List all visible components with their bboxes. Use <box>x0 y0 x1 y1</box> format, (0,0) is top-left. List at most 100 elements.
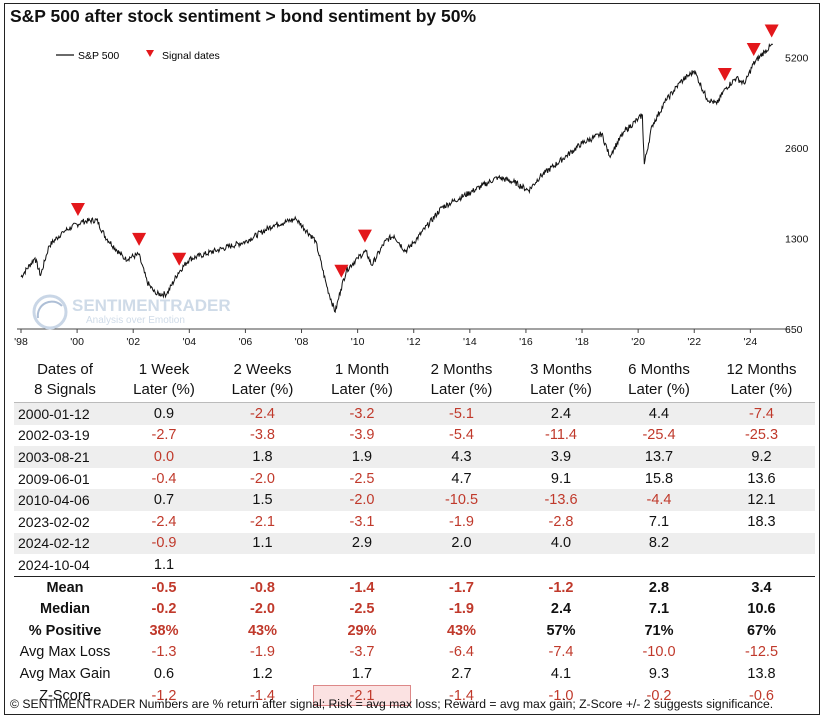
stat-cell: -1.4 <box>449 687 474 704</box>
stat-cell: 67% <box>746 622 777 639</box>
stats-row: % Positive 38% 43% 29% 43% 57% 71% 67% <box>14 620 815 642</box>
stat-cell: -3.7 <box>349 644 375 661</box>
column-header: 1 Week Later (%) <box>116 358 212 403</box>
signal-marker <box>334 264 349 278</box>
x-tick-label: '08 <box>295 336 309 348</box>
stat-cell: -7.4 <box>548 644 574 661</box>
stat-cell: -0.8 <box>212 575 313 599</box>
legend-signal-label: Signal dates <box>162 50 220 62</box>
signal-marker <box>132 232 147 246</box>
table-row: 2024-02-12 -0.9 1.1 2.9 2.0 4.0 8.2 <box>14 532 815 555</box>
column-header: 12 Months Later (%) <box>708 358 815 403</box>
x-tick-label: '16 <box>519 336 533 348</box>
stat-cell: -0.5 <box>116 575 212 599</box>
stat-cell: 2.8 <box>610 575 708 599</box>
stats-row: Z-Score -1.2 -1.4 -2.1 -1.4 -1.0 -0.2 -0.6 <box>14 684 815 707</box>
return-cell: 1.5 <box>212 489 313 511</box>
table-row: 2000-01-12 0.9 -2.4 -3.2 -5.1 2.4 4.4 -7.4 <box>14 402 815 425</box>
table-row: 2010-04-06 0.7 1.5 -2.0 -10.5 -13.6 -4.4 12.1 <box>14 489 815 511</box>
return-cell: 3.9 <box>512 446 610 468</box>
stat-cell: 43% <box>446 622 477 639</box>
return-cell: 2.4 <box>512 402 610 425</box>
stat-label: Z-Score <box>39 687 91 704</box>
x-tick-label: '22 <box>687 336 701 348</box>
stat-cell: 0.6 <box>153 665 175 682</box>
return-cell: 0.9 <box>116 402 212 425</box>
stats-row: Median -0.2 -2.0 -2.5 -1.9 2.4 7.1 10.6 <box>14 598 815 620</box>
signal-date: 2009-06-01 <box>18 470 90 487</box>
stat-cell: -2.0 <box>250 601 275 618</box>
stat-label: Avg Max Gain <box>19 665 111 682</box>
return-cell <box>411 554 512 576</box>
stat-cell: -2.1 <box>313 684 411 707</box>
signal-marker <box>70 202 85 216</box>
signal-marker <box>764 24 779 38</box>
stat-label: % Positive <box>28 622 102 639</box>
return-cell: 1.1 <box>153 556 175 573</box>
stat-cell: 7.1 <box>648 601 670 618</box>
return-cell: -11.4 <box>545 427 577 444</box>
return-cell: -2.0 <box>313 489 411 511</box>
stat-label: Median <box>40 601 90 618</box>
return-cell: -3.2 <box>313 402 411 425</box>
stat-cell: -6.4 <box>449 644 474 661</box>
return-cell <box>708 532 815 555</box>
signal-marker <box>746 43 761 57</box>
return-cell: -13.6 <box>512 489 610 511</box>
signal-marker <box>357 229 372 243</box>
stat-cell: -12.5 <box>744 644 779 661</box>
column-header: 3 Months Later (%) <box>512 358 610 403</box>
signal-marker <box>717 68 732 82</box>
stat-cell: 29% <box>347 622 377 639</box>
stat-label: Mean <box>14 575 116 599</box>
stat-cell: -1.4 <box>313 575 411 599</box>
column-header: 2 Months Later (%) <box>411 358 512 403</box>
price-chart: 650 1300 2600 5200 '98 '00 '02 '04 '06 '08 '10 '12… <box>14 24 809 348</box>
stat-cell: 43% <box>247 622 278 639</box>
stat-cell: -10.0 <box>642 644 676 661</box>
return-cell: 2.0 <box>411 532 512 555</box>
stats-row: Avg Max Gain 0.6 1.2 1.7 2.7 4.1 9.3 13.8 <box>14 663 815 685</box>
stat-cell: 3.4 <box>708 575 815 599</box>
signal-date: 2010-04-06 <box>14 489 116 511</box>
signal-date: 2024-10-04 <box>18 556 90 573</box>
y-tick-label: 5200 <box>785 53 809 65</box>
sp500-price-line <box>20 42 774 314</box>
return-cell: -25.4 <box>642 427 676 444</box>
return-cell: 4.0 <box>512 532 610 555</box>
watermark-gauge-icon <box>32 294 68 330</box>
table-row: 2009-06-01 -0.4 -2.0 -2.5 4.7 9.1 15.8 13.6 <box>14 468 815 490</box>
return-cell: 12.1 <box>708 489 815 511</box>
stat-cell: -1.9 <box>250 644 275 661</box>
y-tick-label: 2600 <box>785 143 809 155</box>
figure-frame <box>4 3 820 715</box>
return-cell: -2.0 <box>250 470 275 487</box>
x-tick-label: '98 <box>14 336 28 348</box>
stats-row: Mean -0.5 -0.8 -1.4 -1.7 -1.2 2.8 3.4 <box>14 575 815 599</box>
y-tick-label: 650 <box>785 324 803 336</box>
stat-cell: 1.7 <box>351 665 373 682</box>
signal-date: 2003-08-21 <box>14 446 116 468</box>
return-cell <box>212 554 313 576</box>
return-cell: -7.4 <box>708 402 815 425</box>
return-cell: -1.9 <box>449 513 474 530</box>
signal-date: 2023-02-02 <box>18 513 90 530</box>
x-tick-label: '00 <box>70 336 84 348</box>
stat-cell: -0.2 <box>151 601 177 618</box>
return-cell: -3.8 <box>250 427 275 444</box>
stat-cell: 13.8 <box>747 665 776 682</box>
return-cell <box>708 554 815 576</box>
x-tick-label: '06 <box>239 336 253 348</box>
signal-returns-table: Dates of 8 Signals 1 Week Later (%) 2 Weeks L… <box>14 358 815 707</box>
return-cell: -2.1 <box>250 513 275 530</box>
table-row: 2003-08-21 0.0 1.8 1.9 4.3 3.9 13.7 9.2 <box>14 446 815 468</box>
return-cell: -2.4 <box>212 402 313 425</box>
signal-marker <box>172 252 187 266</box>
table-row: 2024-10-04 1.1 <box>14 554 815 576</box>
return-cell: 0.0 <box>116 446 212 468</box>
return-cell: -0.9 <box>116 532 212 555</box>
stat-cell: -0.6 <box>749 687 774 704</box>
x-tick-label: '14 <box>463 336 477 348</box>
return-cell: 1.8 <box>212 446 313 468</box>
return-cell: -5.1 <box>411 402 512 425</box>
